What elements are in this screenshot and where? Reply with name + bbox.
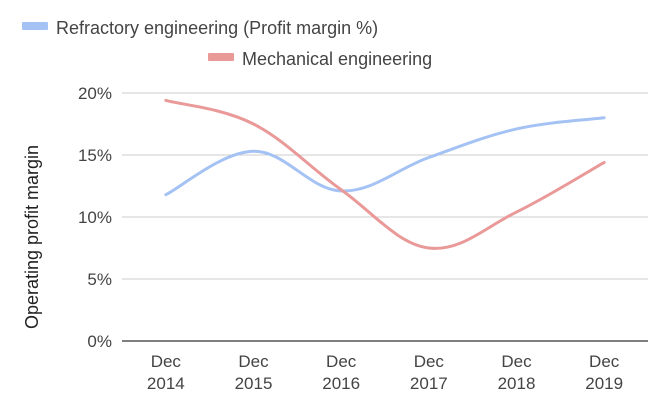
legend-swatch-mechanical	[208, 53, 234, 61]
y-axis-title: Operating profit margin	[22, 145, 42, 329]
series-line-mechanical	[164, 98, 606, 250]
x-tick-line: 2014	[147, 374, 185, 393]
x-tick-line: 2015	[235, 374, 273, 393]
y-tick-label: 20%	[78, 84, 112, 103]
gridlines	[122, 92, 648, 342]
x-tick-label: Dec 2016	[322, 352, 360, 393]
legend: Refractory engineering (Profit margin %)…	[22, 18, 432, 69]
x-axis-ticks: Dec 2014 Dec 2015 Dec 2016 Dec 2017 Dec 2018 Dec 20…	[147, 352, 623, 393]
x-tick-line: 2018	[498, 374, 536, 393]
legend-label-refractory: Refractory engineering (Profit margin %)	[56, 18, 378, 38]
x-tick-label: Dec 2019	[585, 352, 623, 393]
x-tick-line: 2019	[585, 374, 623, 393]
legend-label-mechanical: Mechanical engineering	[242, 49, 432, 69]
x-tick-line: 2017	[410, 374, 448, 393]
series-line-refractory	[164, 116, 606, 197]
series-lines	[164, 98, 606, 250]
x-tick-line: 2016	[322, 374, 360, 393]
x-tick-line: Dec	[238, 352, 269, 371]
x-tick-line: Dec	[326, 352, 357, 371]
x-tick-line: Dec	[151, 352, 182, 371]
x-tick-label: Dec 2015	[235, 352, 273, 393]
y-axis-ticks: 0% 5% 10% 15% 20%	[78, 84, 112, 351]
y-tick-label: 0%	[87, 332, 112, 351]
x-tick-line: Dec	[589, 352, 620, 371]
x-tick-label: Dec 2018	[498, 352, 536, 393]
x-tick-line: Dec	[501, 352, 532, 371]
x-tick-label: Dec 2017	[410, 352, 448, 393]
x-tick-line: Dec	[414, 352, 445, 371]
y-tick-label: 10%	[78, 208, 112, 227]
x-tick-label: Dec 2014	[147, 352, 185, 393]
y-tick-label: 15%	[78, 146, 112, 165]
y-tick-label: 5%	[87, 270, 112, 289]
legend-swatch-refractory	[22, 22, 48, 30]
